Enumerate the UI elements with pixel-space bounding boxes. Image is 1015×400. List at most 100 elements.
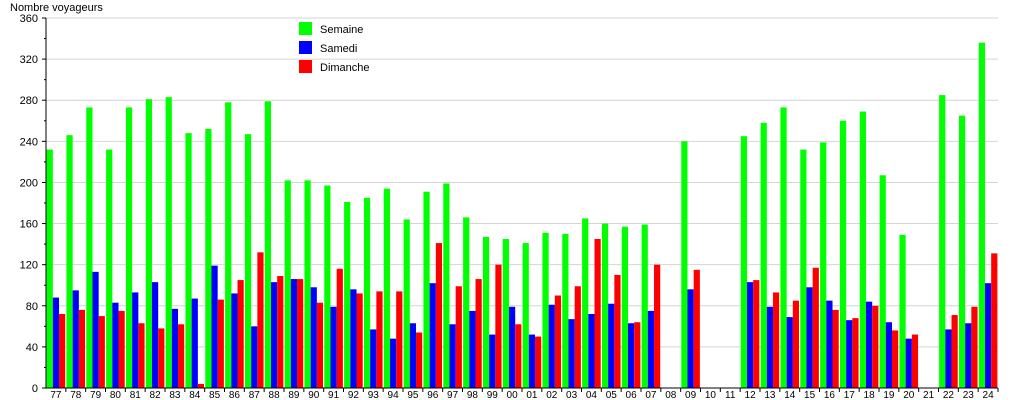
bar-dimanche-18 <box>872 305 879 388</box>
bar-dimanche-20 <box>911 334 919 388</box>
bar-samedi-15 <box>806 287 813 388</box>
bar-semaine-77 <box>46 149 53 388</box>
bar-dimanche-93 <box>376 291 383 388</box>
bar-dimanche-88 <box>277 275 284 388</box>
x-tick-label: 00 <box>507 390 519 400</box>
bar-samedi-22 <box>945 329 952 388</box>
bar-semaine-91 <box>324 185 331 388</box>
x-tick-label: 01 <box>526 390 538 400</box>
bar-samedi-90 <box>310 287 317 388</box>
bar-samedi-88 <box>270 282 278 388</box>
bar-dimanche-23 <box>971 306 978 388</box>
bar-semaine-20 <box>899 234 906 388</box>
bar-samedi-86 <box>231 293 238 388</box>
bar-samedi-20 <box>905 338 912 388</box>
legend-label-dimanche: Dimanche <box>320 62 370 74</box>
bar-samedi-14 <box>786 317 793 388</box>
bar-semaine-01 <box>522 243 529 388</box>
bar-samedi-78 <box>72 290 79 388</box>
bar-samedi-89 <box>290 279 298 388</box>
bar-dimanche-84 <box>197 383 205 388</box>
bar-dimanche-22 <box>951 315 958 388</box>
bar-dimanche-95 <box>416 332 423 388</box>
bar-dimanche-89 <box>297 279 304 388</box>
x-tick-label: 18 <box>864 390 876 400</box>
bar-semaine-17 <box>839 120 847 388</box>
legend-swatch-dimanche <box>299 60 312 73</box>
bar-dimanche-03 <box>574 286 581 388</box>
bar-semaine-06 <box>621 226 628 388</box>
bar-semaine-00 <box>502 238 509 388</box>
x-tick-label: 21 <box>923 390 935 400</box>
legend-swatch-samedi <box>299 41 312 54</box>
legend-label-samedi: Samedi <box>320 43 357 55</box>
bar-semaine-81 <box>125 107 133 389</box>
x-tick-label: 23 <box>963 390 975 400</box>
bar-dimanche-00 <box>515 324 522 388</box>
bar-samedi-92 <box>350 289 357 388</box>
legend-swatch-semaine <box>299 22 312 35</box>
x-tick-label: 80 <box>110 390 122 400</box>
bar-samedi-99 <box>489 334 496 388</box>
bar-samedi-06 <box>627 323 635 388</box>
bar-samedi-84 <box>191 298 198 388</box>
bar-semaine-92 <box>344 201 351 388</box>
axes <box>42 17 999 392</box>
bar-dimanche-90 <box>316 302 324 388</box>
bar-samedi-85 <box>211 265 218 388</box>
y-tick-label: 80 <box>26 301 38 313</box>
x-tick-label: 24 <box>983 390 995 400</box>
bar-semaine-98 <box>463 217 470 388</box>
bar-semaine-83 <box>165 97 172 388</box>
bar-samedi-83 <box>171 308 179 388</box>
y-tick-label: 160 <box>20 219 38 231</box>
bar-dimanche-97 <box>455 286 462 388</box>
bar-samedi-13 <box>766 306 774 388</box>
bar-dimanche-19 <box>892 330 899 388</box>
bar-samedi-23 <box>965 323 972 388</box>
bar-samedi-03 <box>568 319 575 388</box>
bar-semaine-05 <box>601 223 609 388</box>
y-tick-label: 0 <box>32 383 38 395</box>
bar-semaine-14 <box>780 107 787 389</box>
bar-samedi-24 <box>984 283 992 388</box>
bar-semaine-87 <box>244 134 252 388</box>
bar-semaine-04 <box>582 218 589 388</box>
x-tick-label: 98 <box>467 390 479 400</box>
bar-semaine-03 <box>562 233 569 388</box>
x-tick-label: 78 <box>70 390 82 400</box>
x-tick-label: 17 <box>844 390 856 400</box>
bar-dimanche-98 <box>475 279 482 388</box>
bar-dimanche-01 <box>535 336 542 388</box>
x-tick-labels: 77 78 79 80 81 82 83 84 85 86 87 88 89 90 91 92 93 94 95 96… <box>50 390 994 400</box>
bar-semaine-09 <box>681 141 688 388</box>
bar-dimanche-78 <box>78 309 86 388</box>
x-tick-label: 91 <box>328 390 340 400</box>
bar-samedi-00 <box>508 306 516 388</box>
x-tick-label: 02 <box>546 390 558 400</box>
bar-semaine-86 <box>225 102 232 388</box>
bar-semaine-97 <box>443 183 450 388</box>
bar-samedi-91 <box>330 306 337 388</box>
bar-dimanche-80 <box>118 310 125 388</box>
bar-dimanche-79 <box>98 316 105 388</box>
bar-dimanche-81 <box>138 323 145 388</box>
bar-samedi-95 <box>409 323 417 388</box>
bar-dimanche-02 <box>554 295 562 388</box>
bar-dimanche-16 <box>832 309 839 388</box>
x-tick-label: 83 <box>169 390 181 400</box>
y-tick-label: 280 <box>20 95 38 107</box>
bar-samedi-01 <box>528 334 536 388</box>
bar-samedi-79 <box>92 271 99 388</box>
y-axis-label: Nombre voyageurs <box>10 2 103 14</box>
x-tick-label: 14 <box>784 390 796 400</box>
bar-dimanche-96 <box>435 243 443 388</box>
legend-label-semaine: Semaine <box>320 24 363 36</box>
bar-semaine-96 <box>423 191 430 388</box>
x-tick-label: 99 <box>487 390 499 400</box>
y-tick-labels: 0 40 80 120 160 200 240 280 320 360 <box>20 13 38 395</box>
bar-samedi-17 <box>846 320 853 388</box>
bar-dimanche-87 <box>257 252 264 388</box>
bar-dimanche-77 <box>59 314 66 388</box>
